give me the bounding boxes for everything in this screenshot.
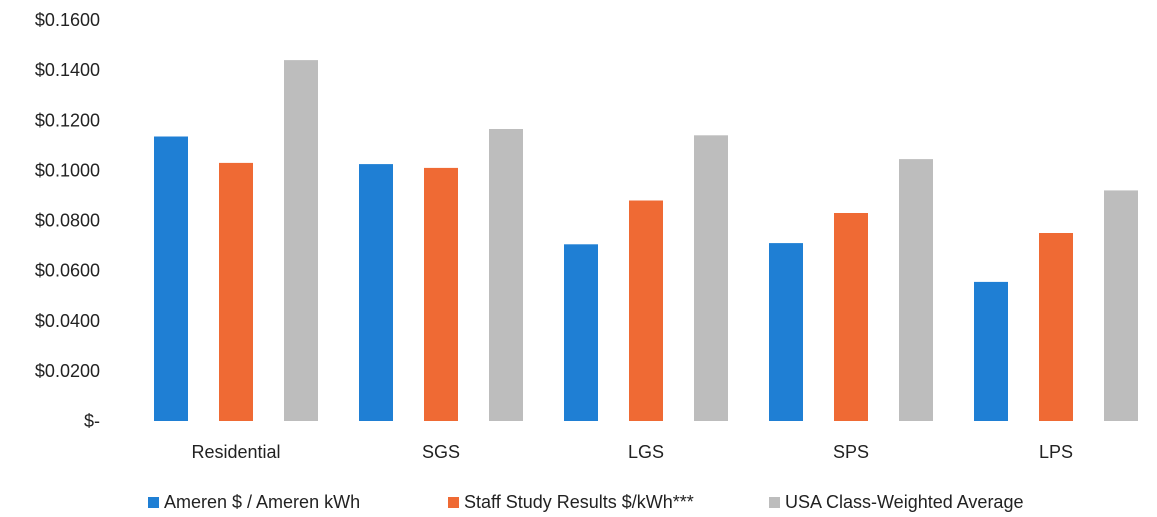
legend-swatch bbox=[448, 497, 459, 508]
y-tick-label: $0.1000 bbox=[35, 160, 100, 180]
x-category-label: SGS bbox=[422, 442, 460, 462]
bar-ameren-lps bbox=[974, 281, 1008, 421]
bar-staff-residential bbox=[219, 162, 253, 421]
y-tick-label: $0.1600 bbox=[35, 10, 100, 30]
bar-usa-lps bbox=[1104, 190, 1138, 421]
x-category-label: LPS bbox=[1039, 442, 1073, 462]
bar-staff-lgs bbox=[629, 200, 663, 421]
x-axis: Residential SGS LGS SPS LPS bbox=[191, 442, 1073, 462]
bar-usa-sps bbox=[899, 159, 933, 421]
y-tick-label: $0.1200 bbox=[35, 110, 100, 130]
bar-staff-lps bbox=[1039, 233, 1073, 421]
y-axis: $0.1600 $0.1400 $0.1200 $0.1000 $0.0800 $0.06… bbox=[35, 10, 100, 431]
y-tick-label: $0.0600 bbox=[35, 261, 100, 281]
y-tick-label: $0.0800 bbox=[35, 211, 100, 231]
y-tick-label: $0.0400 bbox=[35, 311, 100, 331]
bar-usa-lgs bbox=[694, 135, 728, 422]
y-tick-label: $- bbox=[84, 411, 100, 431]
bar-staff-sps bbox=[834, 213, 868, 421]
legend: Ameren $ / Ameren kWh Staff Study Results… bbox=[148, 492, 1023, 512]
x-category-label: Residential bbox=[191, 442, 280, 462]
bar-ameren-lgs bbox=[564, 244, 598, 421]
y-tick-label: $0.1400 bbox=[35, 60, 100, 80]
bar-usa-sgs bbox=[489, 129, 523, 421]
legend-swatch bbox=[148, 497, 159, 508]
legend-label: USA Class-Weighted Average bbox=[785, 492, 1023, 512]
bar-ameren-sps bbox=[769, 243, 803, 421]
bar-ameren-residential bbox=[154, 136, 188, 421]
x-category-label: LGS bbox=[628, 442, 664, 462]
legend-swatch bbox=[769, 497, 780, 508]
plot-area bbox=[154, 60, 1138, 422]
bar-ameren-sgs bbox=[359, 164, 393, 421]
bar-usa-residential bbox=[284, 60, 318, 421]
x-category-label: SPS bbox=[833, 442, 869, 462]
legend-label: Staff Study Results $/kWh*** bbox=[464, 492, 694, 512]
bar-staff-sgs bbox=[424, 167, 458, 421]
y-tick-label: $0.0200 bbox=[35, 361, 100, 381]
legend-label: Ameren $ / Ameren kWh bbox=[164, 492, 360, 512]
